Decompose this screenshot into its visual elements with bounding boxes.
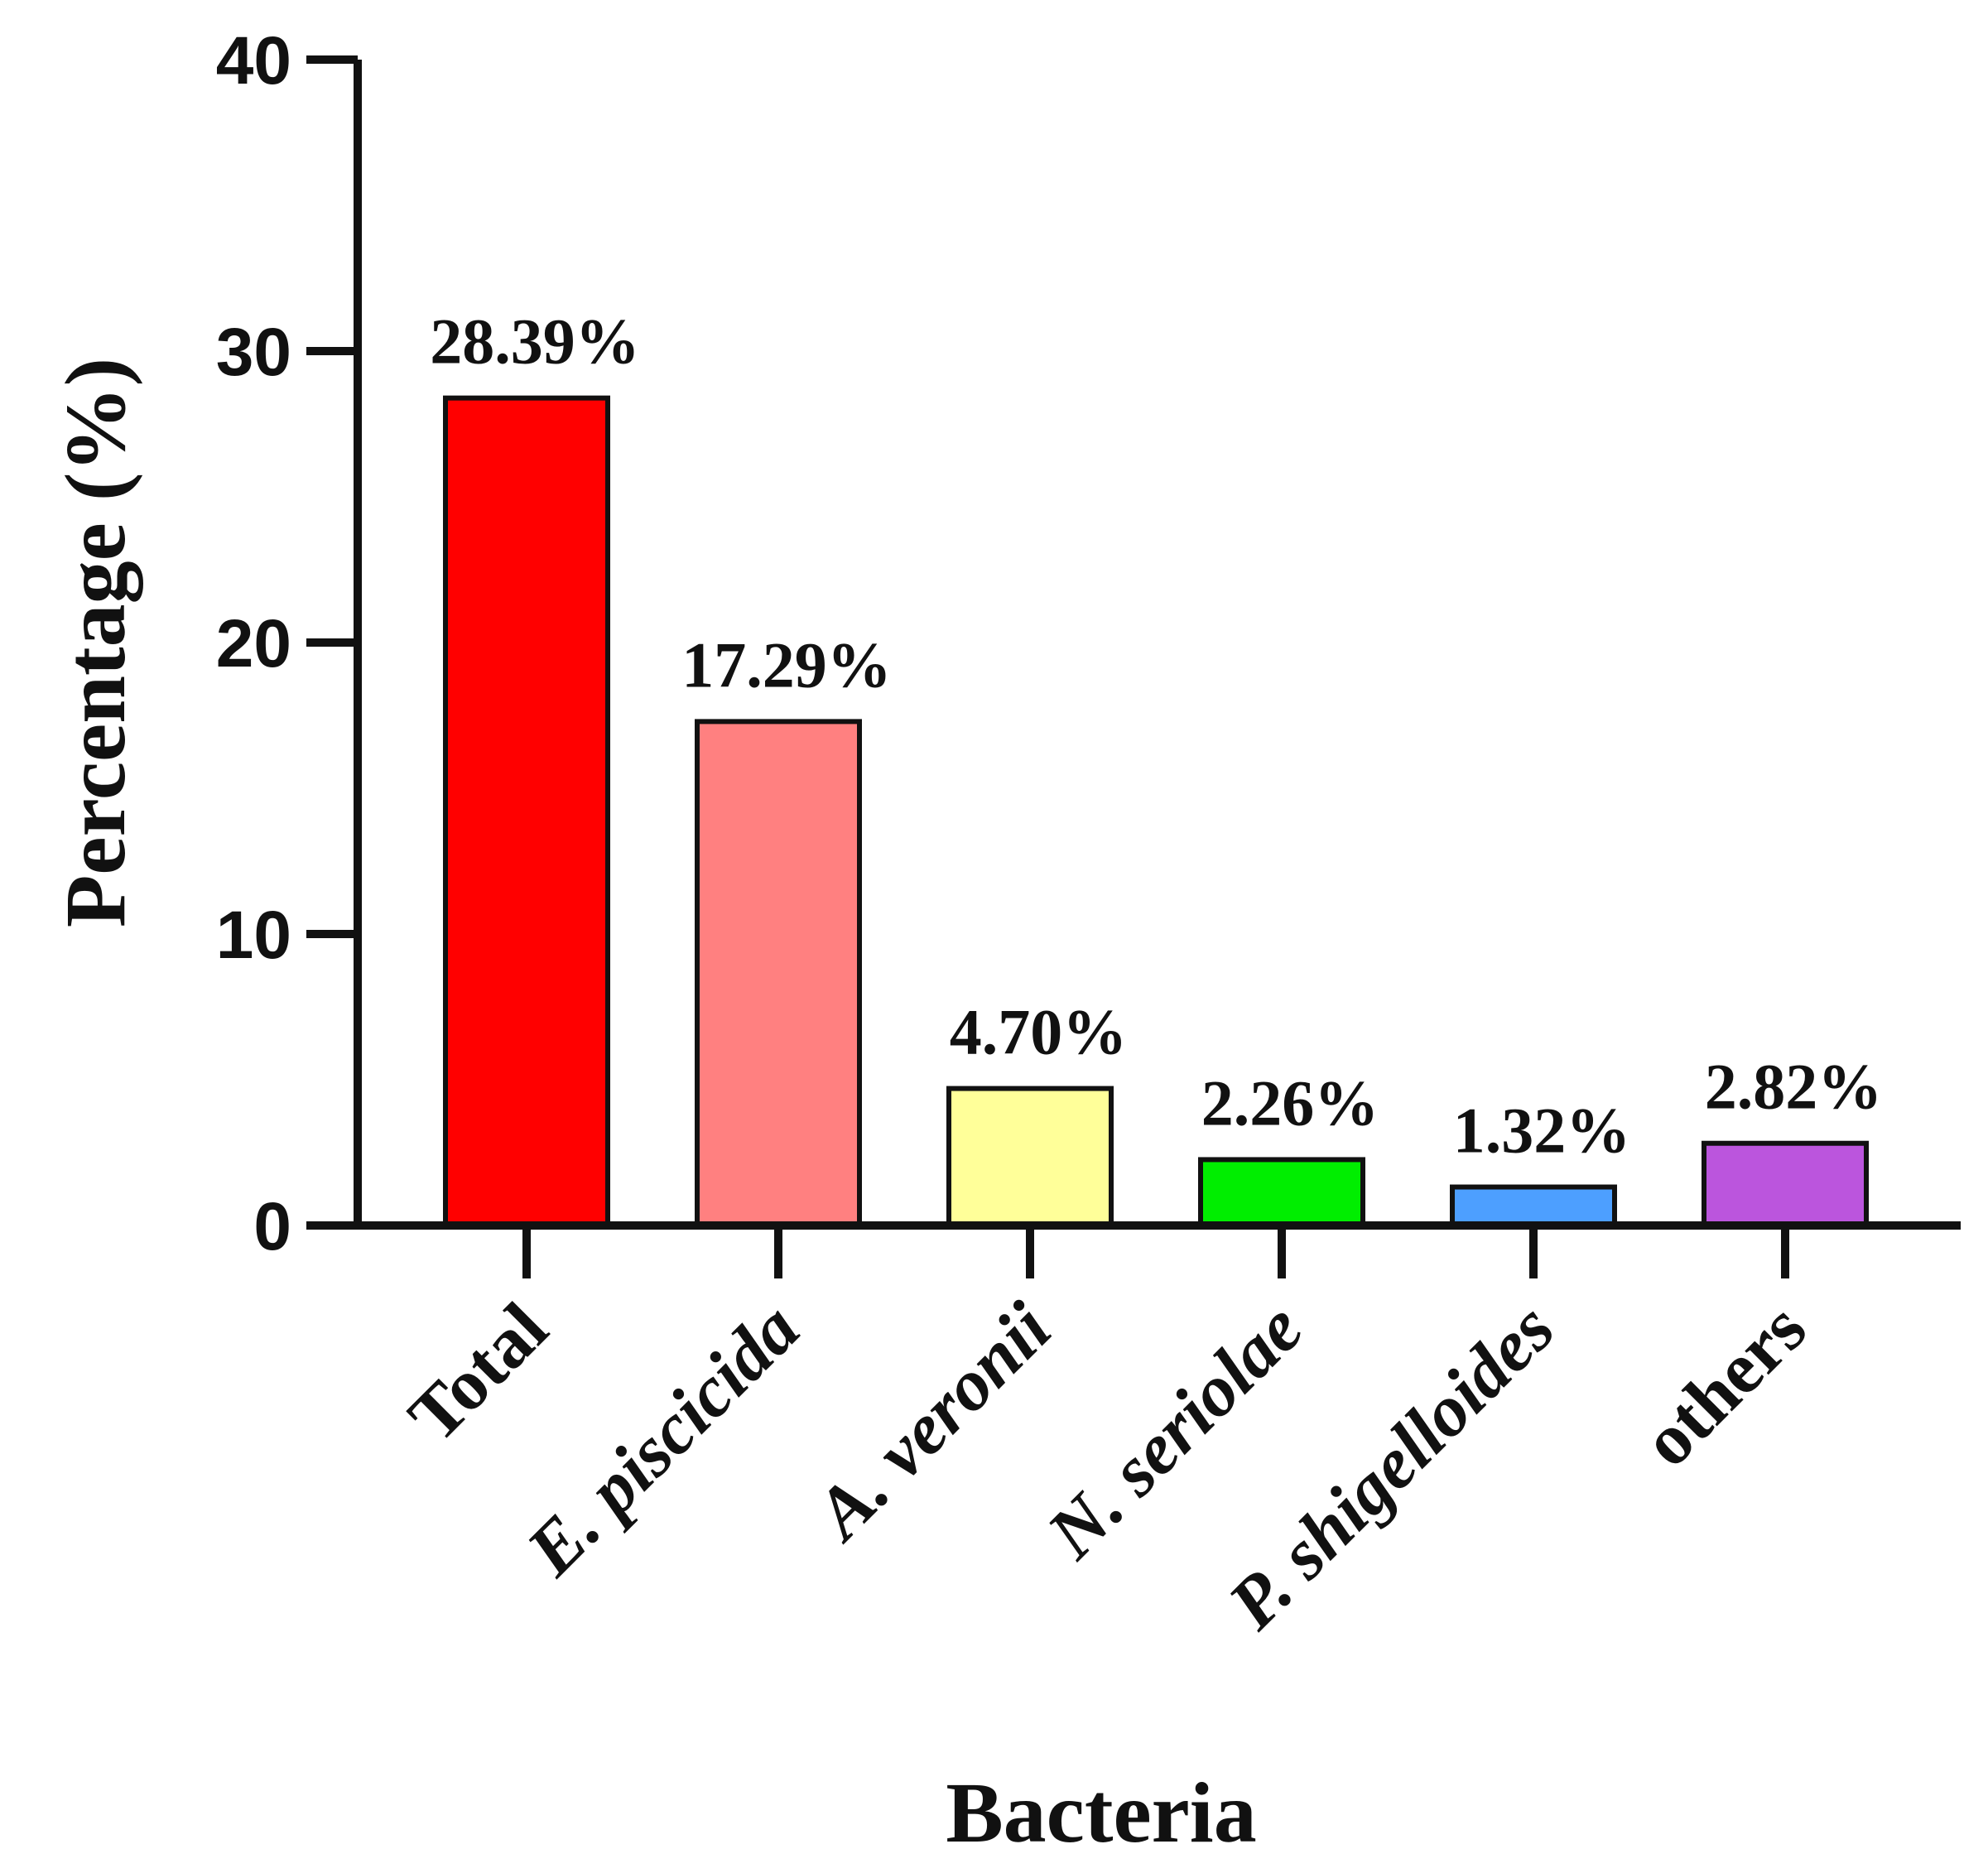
bar [1198, 1157, 1365, 1228]
bar [946, 1086, 1114, 1229]
bar [1450, 1184, 1617, 1229]
data-label: 28.39% [430, 306, 640, 378]
y-tick-label: 20 [216, 606, 291, 681]
bar [1702, 1140, 1869, 1228]
y-tick-label: 40 [216, 23, 291, 99]
data-label: 4.70% [950, 996, 1128, 1068]
bar [695, 719, 862, 1228]
x-tick-label: others [1628, 1288, 1822, 1482]
y-axis-title: Percentage (%) [48, 358, 143, 927]
y-tick-label: 10 [216, 898, 291, 973]
y-tick-label: 30 [216, 315, 291, 390]
data-label: 2.82% [1705, 1051, 1883, 1123]
y-tick-label: 0 [253, 1189, 291, 1264]
bars-group [443, 395, 1869, 1229]
y-ticks-group: 0 10 20 30 40 [216, 23, 358, 1264]
x-tick-label: A. veronii [798, 1288, 1067, 1557]
bar [443, 395, 610, 1228]
data-labels-group: 28.39% 17.29% 4.70% 2.26% 1.32% 2.82% [430, 306, 1882, 1167]
data-label: 2.26% [1201, 1067, 1379, 1139]
data-label: 1.32% [1453, 1095, 1631, 1167]
x-tick-label: Total [394, 1288, 564, 1458]
x-tick-label: E. piscicida [512, 1288, 816, 1592]
data-label: 17.29% [681, 628, 892, 701]
x-axis-title: Bacteria [946, 1765, 1256, 1861]
